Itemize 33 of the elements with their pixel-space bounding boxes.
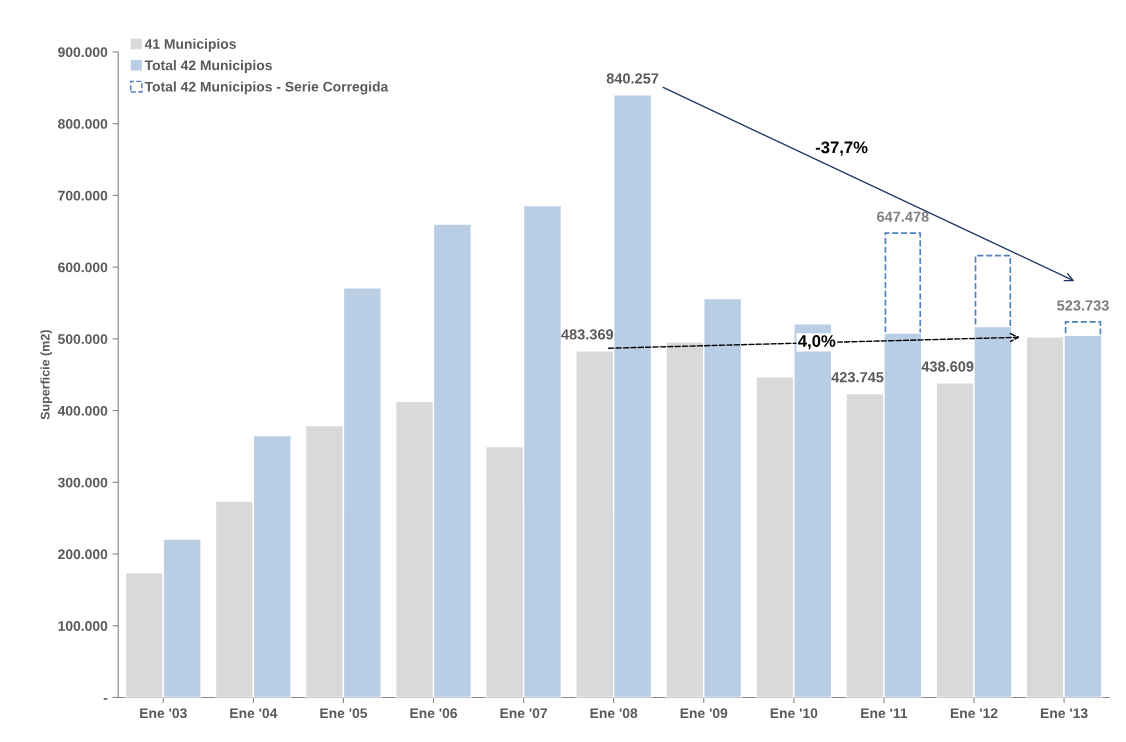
data-label: 438.609: [921, 361, 974, 372]
y-tick-label: 600.000: [58, 262, 108, 273]
y-tick-label: 700.000: [58, 190, 108, 201]
data-label: 523.733: [1057, 300, 1109, 311]
data-label: 483.369: [561, 329, 614, 340]
x-tick-label: Ene '09: [680, 708, 728, 719]
annotation: 4,0%: [798, 335, 836, 350]
x-tick-label: Ene '07: [500, 708, 548, 719]
x-tick-label: Ene '05: [320, 708, 368, 719]
data-label: 647.478: [877, 211, 929, 222]
annotation: -37,7%: [815, 141, 868, 156]
x-tick-label: Ene '12: [950, 708, 998, 719]
data-label: 840.257: [606, 73, 659, 84]
y-tick-label: 400.000: [57, 405, 108, 416]
x-tick-label: Ene '11: [861, 708, 908, 719]
y-tick-label: 200.000: [58, 549, 108, 560]
x-tick-label: Ene '08: [590, 708, 638, 719]
legend-label: Total 42 Municipios: [144, 60, 272, 73]
y-tick-label: 500.000: [58, 334, 108, 345]
x-tick-label: Ene '06: [410, 708, 458, 719]
y-tick-label: -: [103, 698, 108, 700]
data-label: 423.745: [831, 372, 884, 383]
y-tick-label: 300.000: [57, 477, 108, 488]
x-tick-label: Ene '10: [770, 708, 818, 719]
y-tick-label: 100.000: [58, 621, 108, 631]
y-tick-label: 900.000: [58, 47, 108, 58]
x-tick-label: Ene '03: [140, 708, 187, 719]
x-tick-label: Ene '13: [1040, 708, 1088, 719]
y-axis-title: Superficie (m2): [40, 330, 53, 420]
legend-label: 41 Municipios: [144, 38, 236, 52]
x-tick-label: Ene '04: [230, 708, 278, 719]
y-tick-label: 800.000: [58, 119, 108, 129]
legend-label: Total 42 Municipios - Serie Corregida: [144, 81, 389, 95]
